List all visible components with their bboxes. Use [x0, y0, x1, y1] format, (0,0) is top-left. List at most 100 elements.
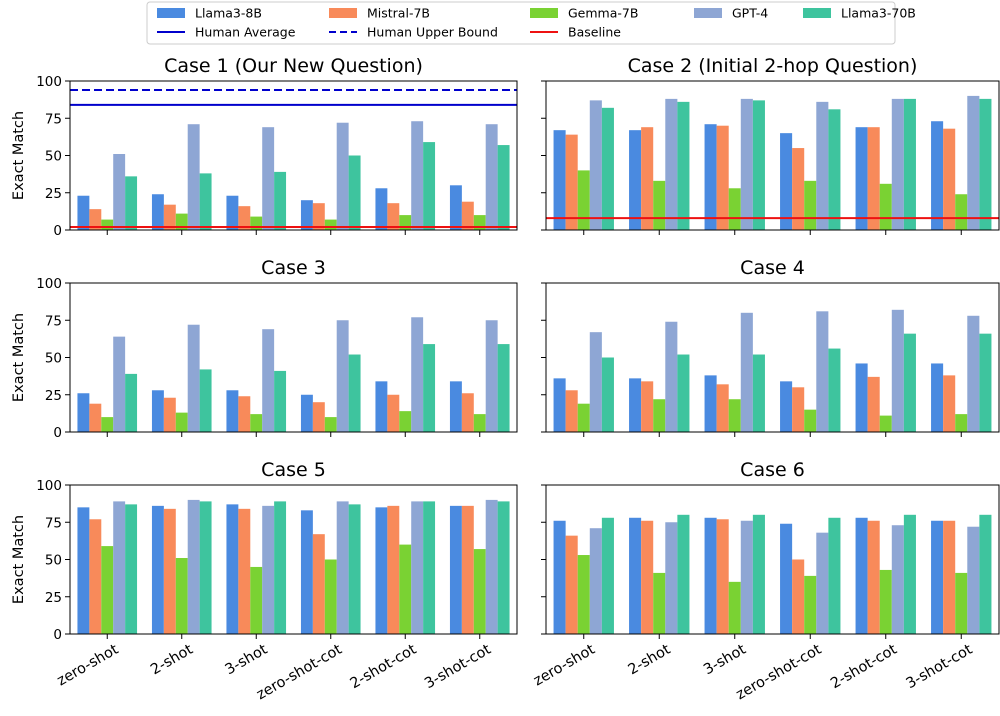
panel-2: Case 2 (Initial 2-hop Question)	[541, 55, 1000, 235]
panel-title: Case 2 (Initial 2-hop Question)	[628, 55, 918, 77]
bar-llama3-8b-2-shot	[151, 390, 164, 432]
y-tick-label: 75	[45, 313, 62, 329]
bar-mistral-7b-3-shot	[716, 519, 729, 634]
bar-gemma-7b-2-shot	[653, 180, 666, 230]
bar-llama3-8b-3-shot	[226, 390, 239, 432]
bar-mistral-7b-3-shot-cot	[461, 393, 474, 432]
bar-llama3-8b-zero-shot	[77, 507, 90, 634]
bar-llama3-70b-zero-shot	[125, 373, 138, 432]
bar-mistral-7b-2-shot-cot	[387, 394, 400, 432]
bar-llama3-8b-2-shot-cot	[375, 188, 388, 230]
bar-llama3-8b-2-shot-cot	[855, 363, 868, 432]
bar-mistral-7b-zero-shot-cot	[312, 534, 325, 634]
legend-item-baseline: Baseline	[530, 25, 621, 40]
bar-llama3-8b-3-shot-cot	[449, 185, 462, 230]
bar-gemma-7b-zero-shot-cot	[324, 417, 337, 432]
bar-llama3-8b-2-shot	[151, 505, 164, 634]
bar-llama3-8b-3-shot	[226, 195, 239, 230]
bar-llama3-70b-2-shot	[199, 501, 212, 634]
legend-label: GPT-4	[732, 6, 768, 21]
bar-llama3-8b-3-shot-cot	[449, 505, 462, 634]
bar-mistral-7b-2-shot	[641, 520, 654, 634]
bar-llama3-70b-2-shot-cot	[903, 98, 916, 230]
legend-label: Baseline	[568, 25, 621, 40]
legend: Llama3-8B Mistral-7B Gemma-7B GPT-4 Llama3-7…	[146, 1, 916, 45]
bar-gpt-4-3-shot	[740, 312, 753, 432]
legend-swatch	[803, 8, 831, 18]
bar-gemma-7b-zero-shot-cot	[804, 180, 817, 230]
bar-gpt-4-2-shot-cot	[891, 98, 904, 230]
bar-mistral-7b-2-shot-cot	[387, 505, 400, 634]
bar-llama3-8b-3-shot	[704, 517, 717, 634]
plot-frame	[69, 80, 518, 231]
bar-llama3-8b-2-shot-cot	[375, 507, 388, 634]
bar-llama3-8b-3-shot	[704, 375, 717, 432]
bar-gpt-4-zero-shot-cot	[336, 320, 349, 432]
bar-llama3-8b-2-shot	[629, 130, 642, 230]
panel-title: Case 5	[261, 459, 326, 481]
bar-gpt-4-3-shot	[262, 127, 275, 230]
bar-llama3-70b-3-shot	[752, 514, 765, 634]
bar-gemma-7b-3-shot	[728, 188, 741, 230]
bar-gpt-4-2-shot-cot	[411, 317, 424, 432]
y-tick-label: 0	[53, 627, 62, 643]
bar-llama3-8b-zero-shot-cot	[300, 200, 313, 230]
bar-mistral-7b-2-shot-cot	[867, 520, 880, 634]
legend-label: Gemma-7B	[568, 6, 638, 21]
panel-title: Case 1 (Our New Question)	[164, 55, 423, 77]
bar-gpt-4-zero-shot	[589, 332, 602, 432]
x-tick-label: 3-shot	[701, 641, 749, 678]
bar-gpt-4-2-shot-cot	[411, 501, 424, 634]
bar-gpt-4-zero-shot-cot	[336, 122, 349, 230]
legend-item-human-average: Human Average	[157, 25, 296, 40]
bar-llama3-70b-3-shot	[752, 100, 765, 231]
bar-llama3-70b-zero-shot	[601, 517, 614, 634]
y-axis-label: Exact Match	[11, 515, 27, 604]
legend-label: Llama3-70B	[841, 6, 916, 21]
bar-llama3-70b-zero-shot	[125, 504, 138, 634]
bar-gemma-7b-2-shot	[653, 399, 666, 432]
bar-llama3-70b-3-shot-cot	[497, 145, 510, 230]
bar-llama3-8b-3-shot	[704, 124, 717, 230]
y-tick-label: 0	[53, 425, 62, 441]
x-tick-label: 2-shot-cot	[348, 641, 420, 692]
bar-llama3-70b-3-shot	[752, 354, 765, 432]
plot-frame	[69, 484, 518, 635]
bar-mistral-7b-2-shot	[163, 397, 176, 432]
x-tick-label: 3-shot-cot	[422, 641, 494, 692]
bar-mistral-7b-2-shot-cot	[867, 376, 880, 432]
bar-llama3-8b-2-shot-cot	[375, 381, 388, 432]
bar-mistral-7b-3-shot	[716, 125, 729, 230]
x-tick-label: 2-shot	[148, 641, 196, 678]
bar-mistral-7b-zero-shot	[89, 209, 102, 230]
legend-item-human-upper-bound: Human Upper Bound	[329, 25, 498, 40]
bar-mistral-7b-3-shot-cot	[461, 505, 474, 634]
bar-mistral-7b-zero-shot	[565, 390, 578, 432]
legend-item-gpt-4: GPT-4	[694, 6, 768, 21]
bar-llama3-70b-2-shot	[677, 101, 690, 230]
bar-llama3-8b-zero-shot	[553, 520, 566, 634]
bar-mistral-7b-zero-shot-cot	[792, 387, 805, 432]
bar-llama3-8b-3-shot-cot	[931, 121, 944, 230]
bar-gemma-7b-3-shot	[728, 581, 741, 634]
bar-mistral-7b-2-shot-cot	[387, 203, 400, 230]
bar-mistral-7b-3-shot	[238, 206, 251, 230]
y-tick-label: 100	[36, 276, 62, 292]
bar-llama3-70b-2-shot-cot	[903, 333, 916, 432]
bar-gpt-4-zero-shot-cot	[336, 501, 349, 634]
bar-llama3-8b-2-shot-cot	[855, 127, 868, 230]
panel-title: Case 3	[261, 257, 326, 279]
bar-gemma-7b-2-shot-cot	[879, 569, 892, 634]
bar-llama3-8b-zero-shot-cot	[780, 133, 793, 230]
y-tick-label: 25	[45, 388, 62, 404]
panel-4: Case 4	[541, 257, 1000, 437]
legend-swatch	[329, 8, 357, 18]
bar-mistral-7b-zero-shot	[89, 403, 102, 432]
legend-swatch	[694, 8, 722, 18]
bar-llama3-8b-zero-shot-cot	[780, 381, 793, 432]
bar-llama3-8b-3-shot	[226, 504, 239, 634]
bar-llama3-70b-2-shot	[199, 369, 212, 432]
bar-gpt-4-zero-shot-cot	[816, 311, 829, 432]
bar-llama3-70b-2-shot	[199, 173, 212, 230]
legend-swatch	[530, 8, 558, 18]
